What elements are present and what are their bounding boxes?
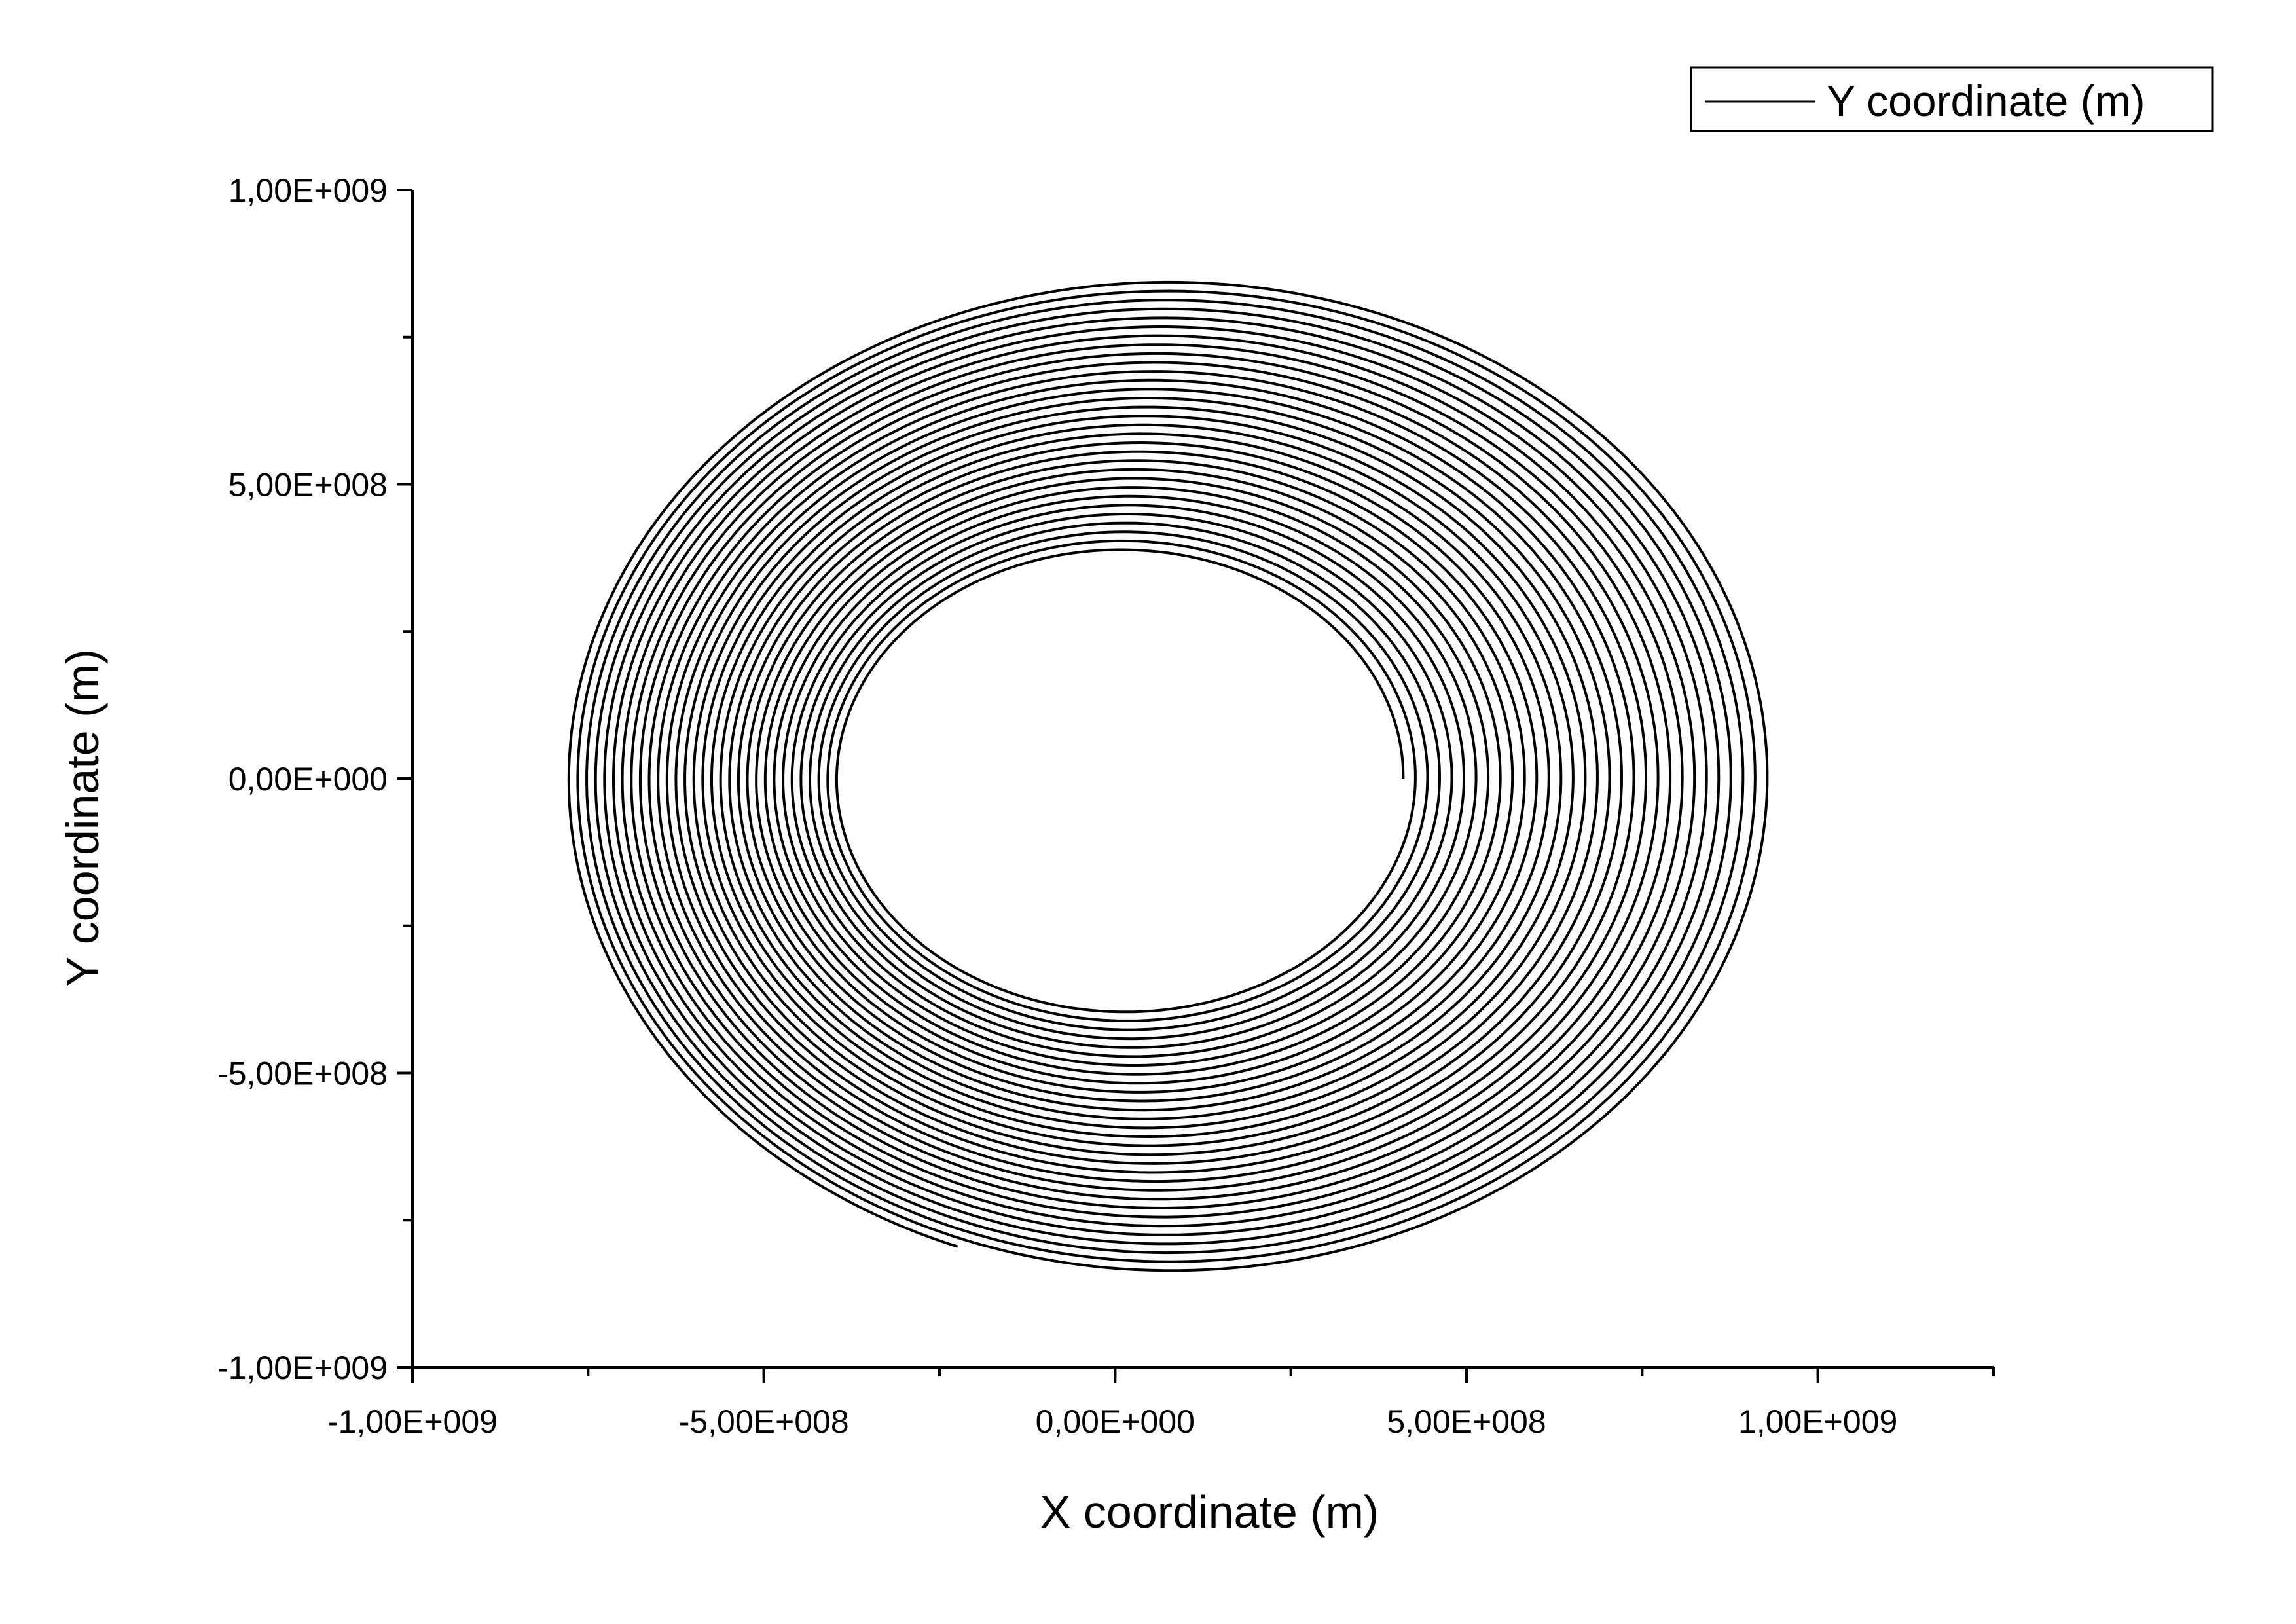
legend: Y coordinate (m) [1690,66,2214,132]
plot-area [567,280,1769,1272]
y-tick-label: -1,00E+009 [217,1350,388,1386]
x-axis-title: X coordinate (m) [1040,1486,1379,1538]
legend-box [1690,66,2214,132]
ticks: 1,00E+009 5,00E+008 0,00E+000 -5,00E+008 -1,… [217,172,1995,1440]
y-tick-label: -5,00E+008 [217,1056,388,1092]
y-tick-label: 1,00E+009 [228,172,388,209]
y-axis-title: Y coordinate (m) [57,649,108,987]
y-tick-label: 5,00E+008 [228,467,388,504]
x-tick-label: 5,00E+008 [1387,1403,1546,1440]
legend-entry-label: Y coordinate (m) [1827,77,2145,125]
y-tick-label: 0,00E+000 [228,761,388,798]
x-tick-label: 1,00E+009 [1738,1403,1897,1440]
series-line-y-coordinate [567,280,1769,1272]
x-tick-label: -5,00E+008 [679,1403,849,1440]
x-tick-label: 0,00E+000 [1036,1403,1195,1440]
x-tick-label: -1,00E+009 [327,1403,498,1440]
